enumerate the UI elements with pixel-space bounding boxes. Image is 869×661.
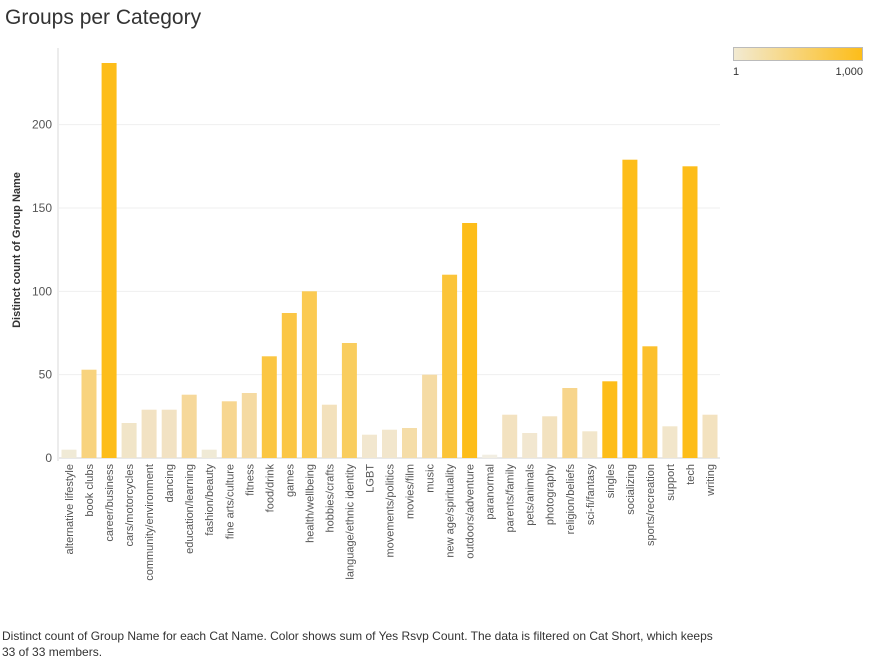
x-tick-label: alternative lifestyle — [64, 464, 76, 555]
x-tick-label: singles — [605, 464, 617, 499]
color-legend-gradient — [733, 47, 863, 61]
x-tick-label: fitness — [244, 464, 256, 496]
bar[interactable] — [382, 429, 397, 458]
x-tick-label: community/environment — [144, 464, 156, 581]
bar[interactable] — [542, 416, 558, 458]
x-tick-label: career/business — [104, 464, 116, 542]
bar[interactable] — [241, 393, 257, 458]
x-tick-label: games — [284, 464, 296, 498]
bar[interactable] — [141, 409, 157, 458]
bar[interactable] — [442, 274, 458, 458]
x-tick-labels: alternative lifestyle book clubs career/bu… — [64, 464, 717, 581]
bar[interactable] — [321, 404, 337, 458]
bar[interactable] — [221, 401, 237, 458]
x-tick-label: LGBT — [365, 464, 377, 493]
color-legend-min-label: 1 — [733, 66, 740, 78]
x-tick-label: outdoors/adventure — [465, 464, 477, 559]
bar[interactable] — [502, 414, 518, 458]
x-tick-label: support — [665, 464, 677, 501]
x-tick-label: dancing — [164, 464, 176, 503]
y-axis-label: Distinct count of Group Name — [11, 172, 23, 328]
x-tick-label: religion/beliefs — [565, 464, 577, 535]
x-tick-label: parents/family — [505, 464, 517, 533]
x-tick-label: health/wellbeing — [304, 464, 316, 543]
bar[interactable] — [281, 313, 297, 458]
bar[interactable] — [201, 449, 217, 458]
bar[interactable] — [482, 454, 498, 458]
bar[interactable] — [301, 291, 317, 458]
bar[interactable] — [261, 356, 277, 458]
y-tick-label: 150 — [32, 201, 52, 215]
bar[interactable] — [682, 166, 698, 459]
x-tick-label: new age/spirituality — [445, 464, 457, 558]
bar[interactable] — [362, 434, 377, 458]
x-tick-label: education/learning — [184, 464, 196, 554]
color-legend-max-label: 1,000 — [835, 66, 863, 78]
bar[interactable] — [522, 433, 538, 458]
bar[interactable] — [602, 381, 618, 458]
bars — [61, 63, 718, 459]
gridlines — [59, 124, 720, 459]
bar[interactable] — [402, 428, 417, 458]
x-tick-label: book clubs — [84, 464, 96, 517]
x-tick-label: socializing — [625, 464, 637, 515]
x-tick-label: sports/recreation — [645, 464, 657, 546]
bar[interactable] — [622, 159, 638, 458]
x-tick-label: paranormal — [485, 464, 497, 520]
bar[interactable] — [702, 414, 718, 458]
x-tick-label: pets/animals — [525, 464, 537, 526]
x-tick-label: tech — [685, 464, 697, 485]
x-tick-label: fine arts/culture — [224, 464, 236, 539]
x-tick-label: cars/motorcycles — [124, 464, 136, 547]
x-tick-label: language/ethnic identity — [344, 464, 356, 580]
bar[interactable] — [662, 426, 678, 458]
bar[interactable] — [181, 394, 197, 458]
x-tick-label: hobbies/crafts — [324, 464, 336, 533]
x-tick-label: writing — [705, 464, 717, 497]
x-tick-label: photography — [545, 464, 557, 526]
bar[interactable] — [101, 63, 117, 458]
x-tick-label: movements/politics — [385, 464, 397, 558]
bar[interactable] — [341, 343, 357, 458]
chart-title: Groups per Category — [5, 6, 202, 29]
bar[interactable] — [642, 346, 658, 458]
x-tick-label: fashion/beauty — [204, 464, 216, 536]
chart-footnote: Distinct count of Group Name for each Ca… — [2, 629, 713, 659]
y-tick-label: 50 — [39, 368, 53, 382]
y-tick-label: 100 — [32, 284, 52, 298]
bar[interactable] — [61, 449, 77, 458]
x-tick-label: sci-fi/fantasy — [585, 464, 597, 526]
x-tick-label: music — [425, 464, 437, 493]
y-tick-label: 200 — [32, 118, 52, 132]
bar[interactable] — [562, 388, 578, 458]
x-tick-label: food/drink — [264, 464, 276, 513]
bar[interactable] — [81, 369, 97, 458]
bar[interactable] — [161, 409, 177, 458]
y-tick-labels: 0 50 100 150 200 — [32, 118, 52, 465]
y-tick-label: 0 — [45, 451, 52, 465]
bar[interactable] — [121, 423, 137, 458]
bar[interactable] — [422, 374, 438, 458]
bar[interactable] — [582, 431, 598, 458]
x-tick-label: movies/film — [405, 464, 417, 519]
bar[interactable] — [462, 223, 478, 458]
